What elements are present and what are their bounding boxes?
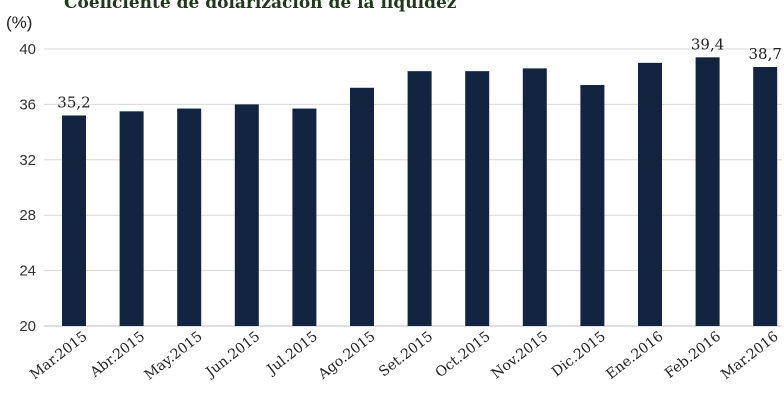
x-tick-label: Nov.2015 xyxy=(489,329,552,383)
x-tick-label: Mar.2015 xyxy=(27,329,90,383)
chart-title: Coeficiente de dolarización de la liquid… xyxy=(64,0,457,13)
data-label: 39,4 xyxy=(691,35,724,53)
y-axis-ticks: 20 24 28 32 36 40 xyxy=(19,41,36,335)
data-label: 38,7 xyxy=(748,45,781,63)
bar xyxy=(177,109,201,326)
y-tick-label: 28 xyxy=(19,207,36,224)
data-label: 35,2 xyxy=(57,93,90,111)
y-tick-label: 24 xyxy=(19,263,36,280)
bar xyxy=(465,71,489,326)
bar xyxy=(638,63,662,326)
bar xyxy=(62,115,86,326)
x-tick-label: Set.2015 xyxy=(376,329,436,381)
bar xyxy=(350,88,374,326)
y-tick-label: 32 xyxy=(19,152,36,169)
x-tick-label: Feb.2016 xyxy=(662,328,724,381)
bar xyxy=(235,104,259,326)
x-tick-label: Ago.2015 xyxy=(315,329,379,384)
bar xyxy=(120,111,144,326)
bar xyxy=(408,71,432,326)
bar xyxy=(292,109,316,326)
x-tick-label: Oct.2015 xyxy=(433,329,494,382)
bar xyxy=(753,67,777,326)
x-tick-label: Ene.2016 xyxy=(603,328,666,382)
bar xyxy=(580,85,604,326)
bar xyxy=(523,68,547,326)
bars xyxy=(62,57,777,326)
x-tick-label: Jun.2015 xyxy=(202,329,264,382)
x-tick-label: Jul.2015 xyxy=(263,329,321,379)
bar xyxy=(696,57,720,326)
y-unit-label: (%) xyxy=(6,13,32,32)
x-tick-label: May.2015 xyxy=(142,329,206,384)
x-tick-label: Abr.2015 xyxy=(87,329,148,382)
y-tick-label: 20 xyxy=(19,318,36,335)
x-tick-label: Dic.2015 xyxy=(549,329,609,381)
y-tick-label: 36 xyxy=(19,96,36,113)
y-tick-label: 40 xyxy=(19,41,36,58)
x-tick-label: Mar.2016 xyxy=(718,328,781,382)
